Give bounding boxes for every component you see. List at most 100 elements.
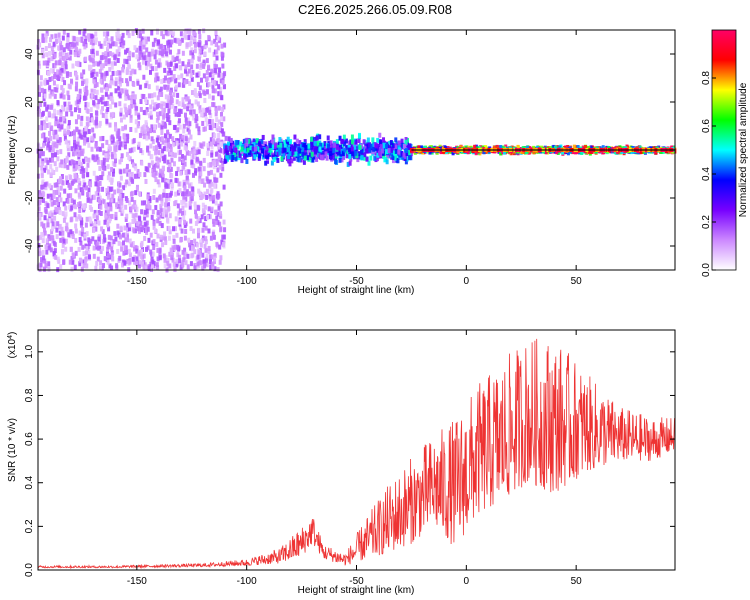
heatmap-cell <box>103 165 107 171</box>
heatmap-cell <box>64 246 68 252</box>
heatmap-cell <box>143 215 147 221</box>
heatmap-cell <box>323 141 327 147</box>
heatmap-cell <box>121 32 125 38</box>
heatmap-cell <box>147 266 151 272</box>
heatmap-cell <box>114 215 118 221</box>
heatmap-cell <box>62 238 66 244</box>
heatmap-cell <box>92 245 96 251</box>
heatmap-cell <box>57 45 61 51</box>
heatmap-cell <box>41 249 45 255</box>
heatmap-cell <box>243 153 247 159</box>
heatmap-cell <box>37 39 41 45</box>
heatmap-cell <box>188 28 192 34</box>
heatmap-cell <box>155 72 159 78</box>
heatmap-cell <box>44 165 48 171</box>
heatmap-cell <box>106 253 110 259</box>
heatmap-cell <box>73 52 77 58</box>
heatmap-cell <box>210 206 214 212</box>
heatmap-cell <box>83 87 87 93</box>
heatmap-cell <box>78 48 82 54</box>
heatmap-cell <box>85 82 89 88</box>
heatmap-cell <box>37 173 41 179</box>
colorbar-tick-label: 0.0 <box>701 263 712 277</box>
heatmap-cell <box>199 160 203 166</box>
heatmap-cell <box>166 62 170 68</box>
heatmap-cell <box>85 250 89 256</box>
heatmap-cell <box>168 263 172 269</box>
heatmap-cell <box>208 124 212 130</box>
heatmap-cell <box>116 139 120 145</box>
heatmap-cell <box>39 75 43 81</box>
heatmap-cell <box>190 246 194 252</box>
heatmap-cell <box>56 75 60 81</box>
heatmap-cell <box>64 64 68 70</box>
heatmap-cell <box>172 124 176 130</box>
heatmap-cell <box>76 93 80 99</box>
heatmap-cell <box>48 37 52 43</box>
heatmap-cell <box>68 259 72 265</box>
heatmap-cell <box>338 157 342 163</box>
heatmap-cell <box>301 151 305 157</box>
heatmap-cell <box>80 72 84 78</box>
heatmap-cell <box>78 94 82 100</box>
heatmap-cell <box>354 139 358 145</box>
heatmap-cell <box>66 164 70 170</box>
heatmap-cell <box>197 166 201 172</box>
heatmap-cell <box>174 177 178 183</box>
heatmap-cell <box>115 263 119 269</box>
heatmap-cell <box>81 188 85 194</box>
heatmap-cell <box>216 194 220 200</box>
heatmap-cell <box>52 134 56 140</box>
heatmap-cell <box>96 182 100 188</box>
heatmap-cell <box>168 213 172 219</box>
heatmap-cell <box>38 200 42 206</box>
heatmap-cell <box>134 110 138 116</box>
heatmap-cell <box>438 146 442 152</box>
heatmap-cell <box>130 177 134 183</box>
heatmap-cell <box>85 216 89 222</box>
heatmap-cell <box>341 142 345 148</box>
heatmap-cell <box>146 126 150 132</box>
heatmap-cell <box>98 146 102 152</box>
heatmap-cell <box>219 255 223 261</box>
heatmap-cell <box>104 114 108 120</box>
y-tick-label: 1.0 <box>24 344 35 358</box>
heatmap-cell <box>338 147 342 153</box>
heatmap-cell <box>175 140 179 146</box>
heatmap-cell <box>92 100 96 106</box>
heatmap-cell <box>213 266 217 272</box>
heatmap-cell <box>145 212 149 218</box>
heatmap-cell <box>210 68 214 74</box>
heatmap-cell <box>157 182 161 188</box>
heatmap-cell <box>296 156 300 162</box>
heatmap-cell <box>83 182 87 188</box>
heatmap-cell <box>180 141 184 147</box>
heatmap-cell <box>131 30 135 36</box>
heatmap-cell <box>138 54 142 60</box>
heatmap-cell <box>166 116 170 122</box>
heatmap-cell <box>343 147 347 153</box>
heatmap-cell <box>157 157 161 163</box>
heatmap-cell <box>183 247 187 253</box>
heatmap-cell <box>167 225 171 231</box>
heatmap-cell <box>58 162 62 168</box>
heatmap-cell <box>56 185 60 191</box>
heatmap-cell <box>376 152 380 158</box>
heatmap-cell <box>176 52 180 58</box>
heatmap-cell <box>94 226 98 232</box>
heatmap-cell <box>364 145 368 151</box>
heatmap-cell <box>59 237 63 243</box>
heatmap-cell <box>66 37 70 43</box>
heatmap-cell <box>171 55 175 61</box>
heatmap-cell <box>367 160 371 166</box>
heatmap-cell <box>245 158 249 164</box>
heatmap-cell <box>142 253 146 259</box>
heatmap-cell <box>125 197 129 203</box>
heatmap-cell <box>298 144 302 150</box>
heatmap-cell <box>170 95 174 101</box>
heatmap-cell <box>160 31 164 37</box>
heatmap-cell <box>181 97 185 103</box>
heatmap-cell <box>198 85 202 91</box>
heatmap-cell <box>119 42 123 48</box>
heatmap-cell <box>137 191 141 197</box>
